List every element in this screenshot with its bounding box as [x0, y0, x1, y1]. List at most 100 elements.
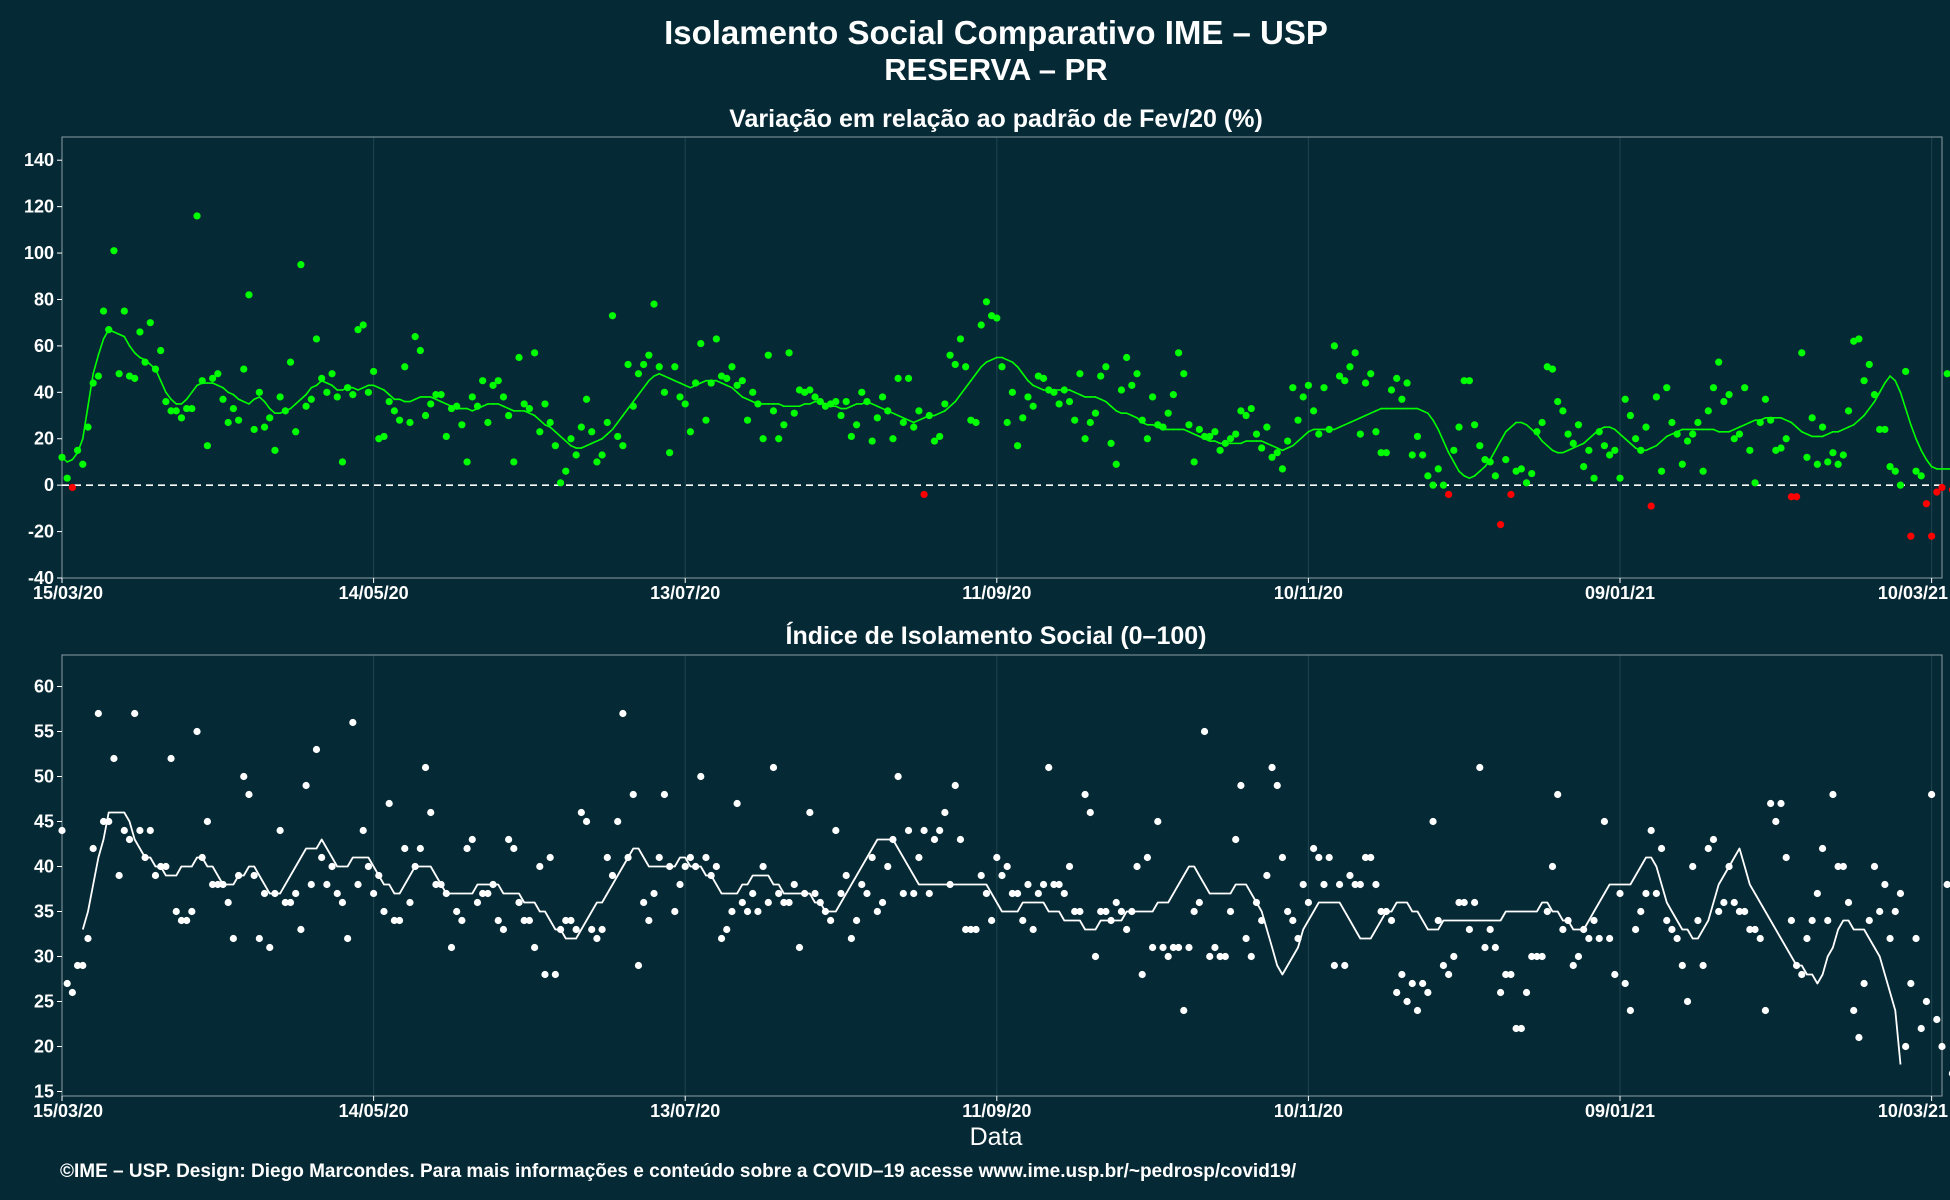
data-point — [1206, 952, 1214, 961]
data-point — [479, 377, 487, 385]
data-point — [1138, 970, 1146, 979]
y-tick-label: 60 — [34, 677, 54, 697]
data-point — [1013, 442, 1022, 450]
series-line-segment — [668, 377, 676, 382]
series-line-segment — [435, 398, 442, 403]
data-point — [110, 247, 118, 255]
data-point — [993, 853, 1001, 862]
data-point — [1850, 1006, 1858, 1015]
data-point — [1050, 388, 1058, 396]
data-point — [1060, 386, 1068, 394]
data-point — [1045, 763, 1053, 772]
series-line-segment — [1795, 426, 1803, 433]
series-line-segment — [227, 391, 235, 396]
series-line-segment — [1437, 428, 1445, 442]
data-point — [1782, 435, 1790, 443]
data-point — [1330, 961, 1338, 970]
series-line-segment — [248, 398, 255, 405]
data-point — [660, 790, 669, 799]
data-point — [162, 862, 170, 871]
series-line-segment — [1421, 410, 1429, 415]
data-point — [1663, 384, 1671, 392]
data-point — [421, 411, 430, 420]
x-tick-label: 11/09/20 — [962, 583, 1031, 603]
data-point — [1408, 451, 1416, 459]
data-point — [1060, 889, 1068, 898]
series-line-segment — [1925, 458, 1933, 468]
data-point — [593, 934, 601, 943]
data-point — [1834, 862, 1842, 871]
data-point — [889, 835, 897, 844]
data-point — [832, 826, 840, 835]
data-point — [250, 425, 258, 434]
data-point — [1174, 349, 1183, 357]
data-point — [946, 351, 954, 359]
data-point — [671, 907, 679, 916]
data-point — [686, 428, 694, 436]
series-line-segment — [170, 398, 178, 405]
data-point — [1787, 493, 1795, 501]
series-line-segment — [289, 403, 297, 410]
data-point — [1455, 898, 1463, 907]
data-point — [183, 404, 191, 413]
data-point — [89, 844, 97, 853]
series-line-segment — [559, 435, 567, 442]
data-point — [1824, 458, 1832, 466]
data-point — [1476, 763, 1484, 772]
data-point — [1180, 370, 1188, 378]
data-point — [479, 889, 487, 898]
data-point — [889, 435, 897, 443]
data-point — [1631, 925, 1640, 934]
data-point — [650, 300, 658, 308]
series-line-segment — [165, 391, 172, 401]
data-point — [1730, 898, 1738, 907]
y-tick-label: 140 — [24, 150, 54, 170]
data-point — [323, 388, 331, 396]
series-line-segment — [954, 393, 962, 403]
data-point — [629, 790, 637, 799]
data-point — [1185, 943, 1193, 952]
data-point — [380, 432, 388, 441]
data-point — [977, 321, 985, 329]
data-point — [556, 925, 565, 934]
series-line-segment — [466, 407, 474, 412]
series-line-segment — [429, 396, 437, 401]
data-point — [333, 889, 341, 898]
data-point — [582, 817, 591, 826]
y-tick-label: 60 — [34, 336, 54, 356]
data-point — [1943, 370, 1950, 378]
series-line-segment — [580, 444, 588, 449]
data-point — [489, 880, 497, 889]
data-point — [1725, 391, 1733, 399]
data-point — [354, 326, 362, 334]
x-tick-label: 14/05/20 — [339, 1101, 409, 1121]
data-point — [1341, 377, 1349, 385]
series-line-segment — [1006, 359, 1014, 363]
series-line-segment — [1614, 428, 1621, 435]
x-axis-label: Data — [970, 1123, 1023, 1151]
data-point — [395, 416, 404, 424]
data-point — [1928, 532, 1936, 540]
series-line-segment — [1037, 386, 1045, 391]
data-point — [645, 351, 653, 359]
data-point — [1917, 1024, 1925, 1033]
data-point — [1211, 943, 1219, 952]
data-point — [58, 453, 66, 461]
data-point — [1621, 979, 1629, 988]
data-point — [1824, 916, 1832, 925]
data-point — [1922, 997, 1931, 1006]
data-point — [1626, 411, 1634, 420]
series-line-segment — [637, 386, 645, 396]
data-point — [728, 907, 736, 916]
series-line-segment — [1354, 417, 1362, 421]
data-point — [224, 418, 232, 427]
data-point — [749, 388, 757, 396]
data-point — [562, 916, 570, 925]
data-point — [401, 844, 409, 853]
data-point — [1839, 451, 1847, 459]
data-point — [1813, 460, 1821, 468]
data-point — [1289, 384, 1297, 392]
data-point — [318, 853, 326, 862]
data-point — [214, 880, 222, 889]
series-line-segment — [648, 375, 655, 382]
